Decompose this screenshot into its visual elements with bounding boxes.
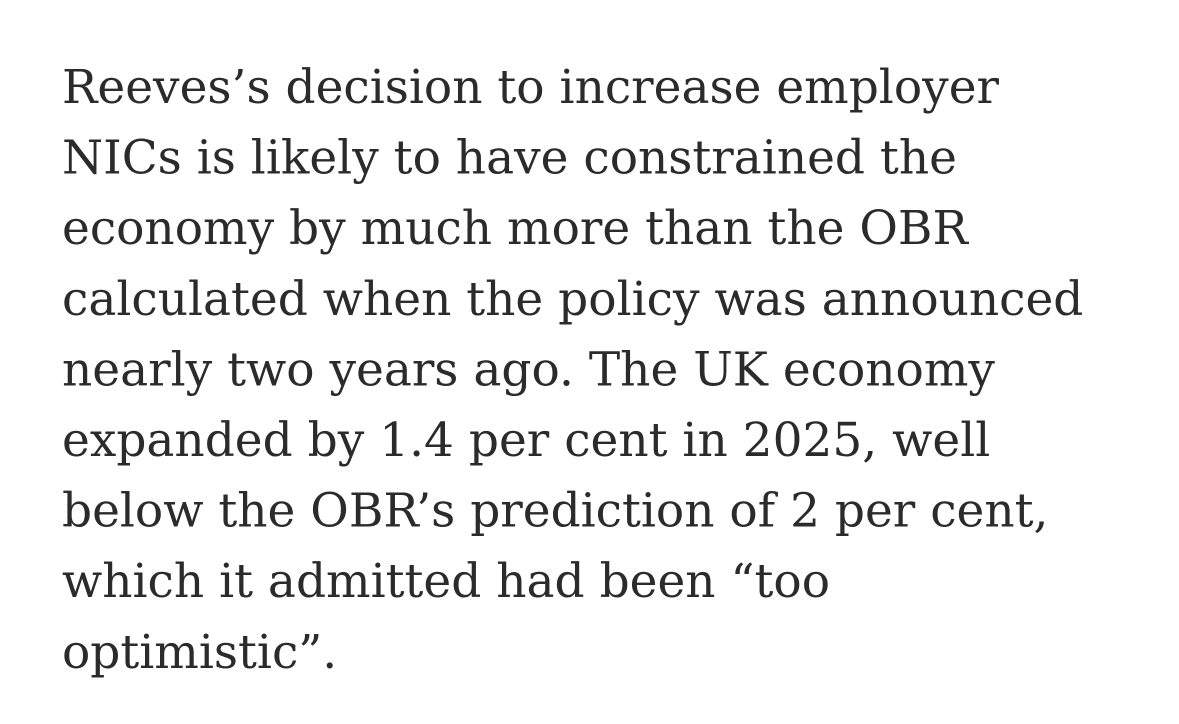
text-line: calculated when the policy was announced: [62, 272, 1083, 327]
text-line: economy by much more than the OBR: [62, 201, 969, 256]
text-line: optimistic”.: [62, 625, 337, 680]
text-line: below the OBR’s prediction of 2 per cent…: [62, 484, 1048, 539]
text-line: nearly two years ago. The UK economy: [62, 342, 995, 397]
text-line: NICs is likely to have constrained the: [62, 131, 957, 186]
text-line: expanded by 1.4 per cent in 2025, well: [62, 413, 990, 468]
paragraph: Reeves’s decision to increase employer NI…: [62, 60, 1083, 680]
text-line: which it admitted had been “too: [62, 554, 830, 609]
text-line: Reeves’s decision to increase employer: [62, 60, 1000, 115]
